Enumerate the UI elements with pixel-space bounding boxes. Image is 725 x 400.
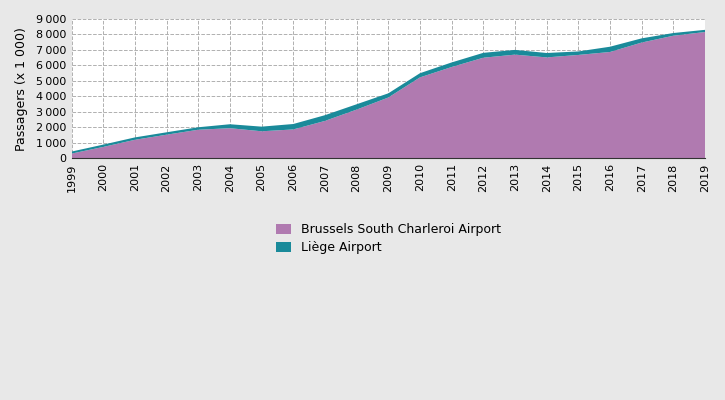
Legend: Brussels South Charleroi Airport, Liège Airport: Brussels South Charleroi Airport, Liège … [276,223,501,254]
Y-axis label: Passagers (x 1 000): Passagers (x 1 000) [15,27,28,151]
